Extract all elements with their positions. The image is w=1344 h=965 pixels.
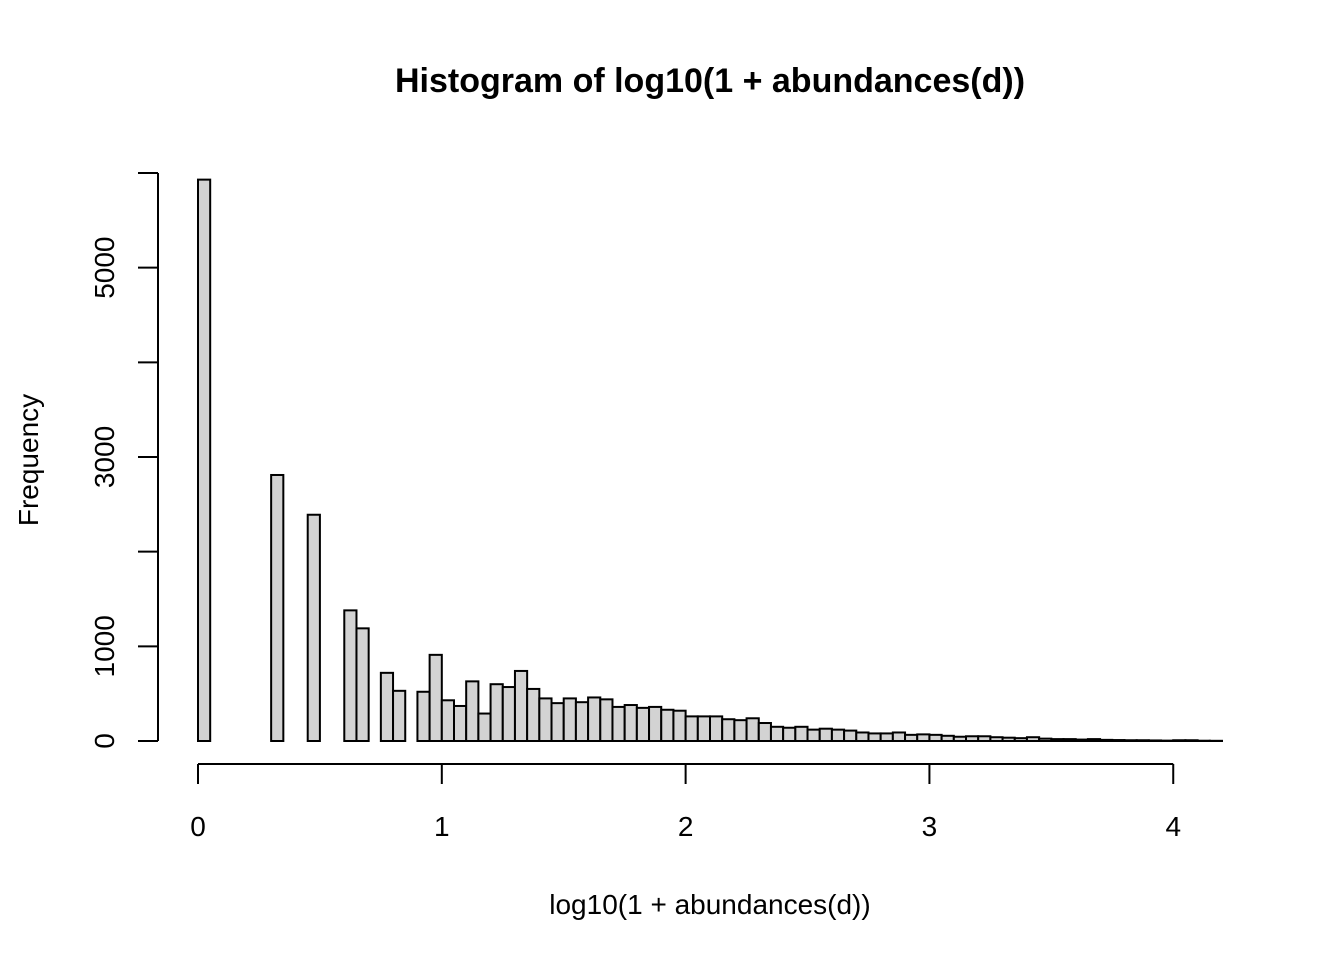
bar [722, 719, 734, 741]
x-tick-label: 2 [678, 811, 694, 842]
y-tick-label: 0 [89, 733, 120, 749]
bar [442, 700, 454, 741]
x-tick-label: 3 [922, 811, 938, 842]
bar [1173, 740, 1185, 741]
bar [832, 730, 844, 741]
bar [417, 692, 429, 741]
bar [1149, 740, 1161, 741]
x-axis-label: log10(1 + abundances(d)) [549, 889, 870, 920]
bar [734, 720, 746, 741]
bar [1039, 739, 1051, 741]
bar [759, 723, 771, 741]
bar [990, 737, 1002, 741]
bar [539, 698, 551, 741]
x-tick-label: 1 [434, 811, 450, 842]
bar [430, 655, 442, 741]
bar [954, 737, 966, 741]
bar [198, 180, 210, 741]
bar [966, 736, 978, 741]
bar [1064, 739, 1076, 741]
chart-title: Histogram of log10(1 + abundances(d)) [395, 62, 1025, 100]
bar [844, 731, 856, 741]
bar [503, 687, 515, 741]
bar [1003, 738, 1015, 741]
y-tick-label: 5000 [89, 237, 120, 299]
bar [783, 728, 795, 741]
bar [1088, 739, 1100, 741]
bar [856, 732, 868, 741]
y-tick-label: 3000 [89, 426, 120, 488]
bar [710, 716, 722, 741]
bar [820, 729, 832, 741]
bar [454, 706, 466, 741]
bar [747, 718, 759, 741]
bar [795, 727, 807, 741]
bar [515, 671, 527, 741]
bar [1124, 740, 1136, 741]
bar [881, 733, 893, 741]
bar [576, 702, 588, 741]
bar [637, 708, 649, 741]
bar [1076, 740, 1088, 741]
bar [381, 673, 393, 741]
y-axis-label: Frequency [13, 394, 44, 526]
bar [978, 736, 990, 741]
bar [649, 707, 661, 741]
bar [625, 705, 637, 741]
bar [600, 699, 612, 741]
bar [1185, 740, 1197, 741]
bar [929, 735, 941, 741]
bar [491, 684, 503, 741]
bar [1112, 740, 1124, 741]
bar [917, 734, 929, 741]
bar [868, 733, 880, 741]
bar [1027, 737, 1039, 741]
bar [308, 515, 320, 741]
bar [1051, 739, 1063, 741]
bar [344, 610, 356, 741]
bar [527, 689, 539, 741]
bar [552, 703, 564, 741]
bar [905, 735, 917, 741]
x-tick-label: 4 [1165, 811, 1181, 842]
bar [393, 691, 405, 741]
bar [1015, 738, 1027, 741]
bar [466, 681, 478, 741]
bar [673, 711, 685, 741]
bar [271, 475, 283, 741]
bar [698, 716, 710, 741]
bar [893, 732, 905, 741]
bar [564, 698, 576, 741]
bar [942, 736, 954, 741]
bar [1137, 740, 1149, 741]
bar [588, 697, 600, 741]
y-tick-label: 1000 [89, 615, 120, 677]
bar [612, 707, 624, 741]
bar [661, 710, 673, 741]
bar [1100, 740, 1112, 741]
bar [478, 714, 490, 741]
bar [356, 628, 368, 741]
bar [686, 716, 698, 741]
bar [771, 727, 783, 741]
x-tick-label: 0 [190, 811, 206, 842]
bar [808, 730, 820, 741]
